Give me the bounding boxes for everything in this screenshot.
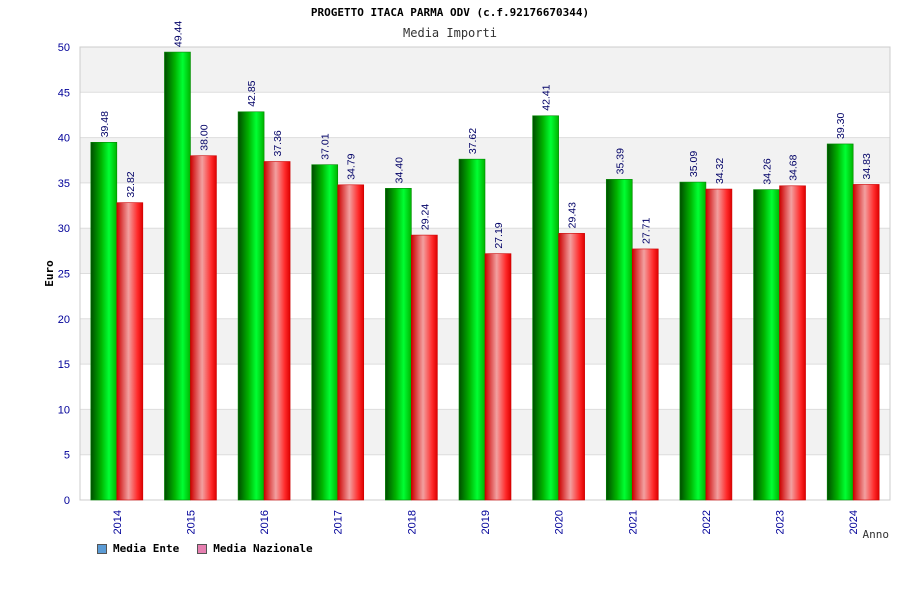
data-label: 37.01 [320, 133, 332, 159]
data-label: 37.36 [272, 130, 284, 156]
bar-media-nazionale-2021 [631, 248, 659, 501]
data-label: 29.43 [567, 202, 579, 228]
y-tick-label: 10 [58, 404, 70, 416]
y-axis-label: Euro [43, 260, 56, 287]
data-label: 34.26 [762, 158, 774, 184]
x-tick-label: 2015 [185, 510, 197, 534]
legend-label-media-nazionale: Media Nazionale [213, 542, 313, 555]
x-tick-label: 2021 [627, 510, 639, 534]
bar-media-nazionale-2019 [484, 253, 512, 501]
bar-media-nazionale-2018 [411, 234, 438, 501]
bar-media-ente-2016 [237, 111, 265, 501]
data-label: 38.00 [198, 124, 210, 150]
x-tick-label: 2019 [480, 510, 492, 534]
data-label: 37.62 [467, 128, 479, 154]
chart-legend: Media Ente Media Nazionale [97, 542, 313, 555]
x-tick-label: 2022 [701, 510, 713, 534]
data-label: 35.39 [614, 148, 626, 174]
bar-media-nazionale-2017 [337, 184, 365, 501]
x-tick-label: 2018 [406, 510, 418, 534]
bar-media-ente-2020 [532, 115, 559, 501]
bar-media-nazionale-2016 [263, 161, 291, 501]
bar-media-nazionale-2020 [558, 233, 585, 501]
legend-swatch-media-ente [97, 543, 107, 554]
bar-media-ente-2015 [164, 51, 191, 501]
data-label: 34.40 [393, 157, 405, 183]
y-tick-label: 25 [58, 269, 70, 281]
data-label: 34.83 [861, 153, 873, 179]
bar-media-ente-2022 [679, 181, 707, 501]
legend-item-media-nazionale: Media Nazionale [197, 542, 313, 555]
data-label: 42.85 [246, 80, 258, 106]
y-tick-label: 5 [64, 450, 70, 462]
bar-media-ente-2023 [753, 189, 780, 501]
bar-media-ente-2018 [385, 188, 412, 501]
y-tick-label: 45 [58, 87, 70, 99]
x-axis-label: Anno [863, 528, 890, 541]
grid-band [80, 92, 890, 138]
x-tick-label: 2017 [333, 510, 345, 534]
data-label: 34.79 [346, 153, 358, 179]
bar-media-nazionale-2014 [116, 202, 144, 501]
chart-subtitle: Media Importi [403, 26, 497, 40]
data-label: 39.48 [99, 111, 111, 137]
bar-media-ente-2017 [311, 164, 339, 501]
data-label: 34.32 [714, 158, 726, 184]
y-tick-label: 50 [58, 42, 70, 54]
legend-label-media-ente: Media Ente [113, 542, 180, 555]
y-tick-label: 20 [58, 314, 70, 326]
legend-swatch-media-nazionale [197, 543, 208, 554]
data-label: 27.19 [493, 222, 505, 248]
chart-title: PROGETTO ITACA PARMA ODV (c.f.9217667034… [310, 6, 590, 19]
y-tick-label: 30 [58, 223, 70, 235]
bar-media-nazionale-2022 [705, 188, 733, 501]
legend-item-media-ente: Media Ente [97, 542, 179, 555]
bar-media-nazionale-2015 [190, 155, 217, 501]
grid-band [80, 47, 890, 93]
y-tick-label: 0 [64, 495, 70, 507]
y-tick-label: 35 [58, 178, 70, 190]
y-tick-label: 40 [58, 133, 70, 145]
data-label: 35.09 [688, 151, 700, 177]
bar-media-ente-2024 [826, 143, 854, 501]
bar-media-ente-2019 [458, 158, 486, 501]
data-label: 29.24 [419, 204, 431, 230]
x-tick-label: 2014 [112, 510, 124, 534]
data-label: 42.41 [541, 84, 553, 110]
bar-media-nazionale-2023 [779, 185, 806, 501]
x-tick-label: 2020 [554, 510, 566, 534]
data-label: 49.44 [172, 21, 184, 47]
data-label: 39.30 [835, 113, 847, 139]
x-tick-label: 2024 [848, 510, 860, 534]
data-label: 27.71 [640, 218, 652, 244]
x-tick-label: 2016 [259, 510, 271, 534]
data-label: 32.82 [125, 171, 137, 197]
data-label: 34.68 [788, 154, 800, 180]
x-tick-label: 2023 [775, 510, 787, 534]
bar-media-ente-2014 [90, 142, 118, 501]
bar-media-nazionale-2024 [852, 184, 880, 501]
y-tick-label: 15 [58, 359, 70, 371]
bar-media-ente-2021 [605, 179, 633, 501]
